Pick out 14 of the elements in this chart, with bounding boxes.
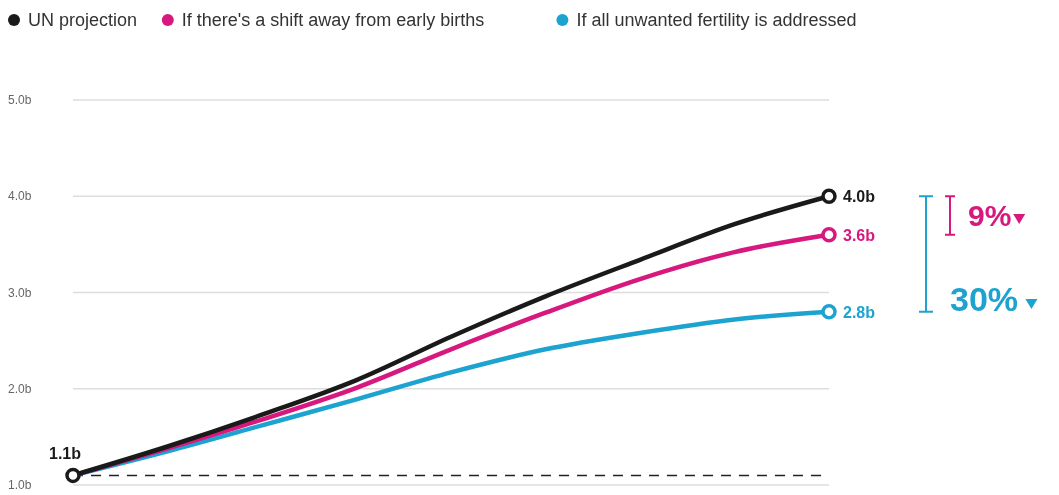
- data-label: 1.1b: [48, 445, 82, 463]
- text: 30%: [950, 280, 1019, 318]
- data-label: 3.6b: [843, 226, 876, 244]
- legend-label: UN projection: [28, 10, 138, 30]
- y-tick-label: 3.0b: [8, 285, 32, 300]
- data-label: 4.0b: [843, 188, 876, 206]
- text: 9%: [968, 199, 1012, 232]
- y-tick-label: 4.0b: [8, 189, 32, 204]
- y-tick-label: 1.0b: [8, 478, 32, 492]
- legend-label: If all unwanted fertility is addressed: [576, 10, 857, 30]
- data-label: 2.8b: [843, 303, 876, 321]
- y-tick-label: 2.0b: [8, 381, 32, 396]
- legend-label: If there's a shift away from early births: [181, 10, 485, 30]
- y-tick-label: 5.0b: [8, 93, 32, 107]
